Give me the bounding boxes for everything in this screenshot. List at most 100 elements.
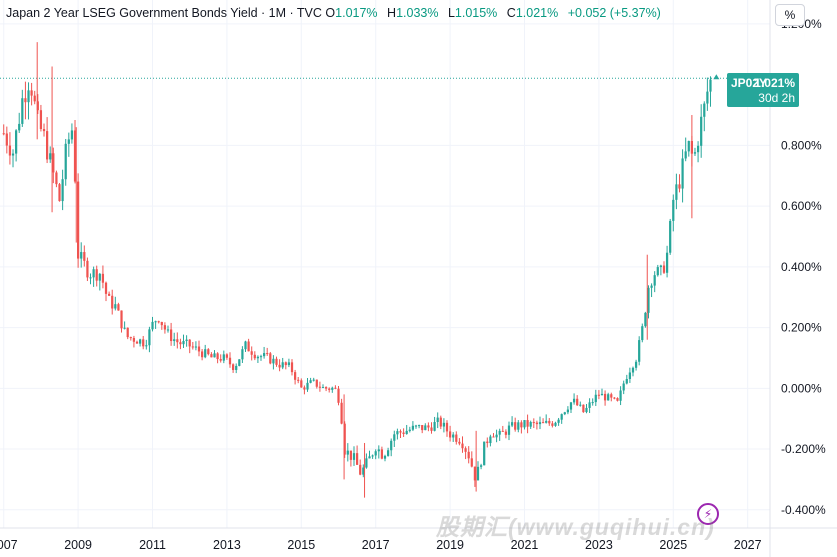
candle-body	[287, 362, 291, 366]
percent-unit-button[interactable]: %	[775, 4, 805, 26]
candle-body	[86, 260, 89, 278]
candle-body	[585, 407, 588, 413]
candle-body	[343, 423, 346, 455]
candle-body	[55, 172, 58, 185]
candle-body	[111, 295, 114, 309]
candle-body	[380, 449, 384, 459]
candle-body	[445, 422, 449, 432]
candle-body	[2, 133, 5, 135]
candle-body	[83, 252, 86, 261]
candle-body	[225, 354, 229, 358]
x-tick-label: 2027	[734, 538, 762, 552]
candle-body	[600, 393, 604, 396]
candle-body	[238, 359, 241, 366]
legend-low-label: L	[447, 6, 455, 20]
candle-body	[297, 379, 300, 381]
candle-body	[538, 422, 542, 425]
candle-body	[5, 133, 8, 146]
candle-body	[8, 145, 12, 156]
candle-body	[58, 184, 61, 202]
y-tick-label: 0.400%	[781, 260, 822, 274]
legend-open: 1.017%	[335, 6, 378, 20]
candle-body	[684, 151, 687, 159]
candle-body	[266, 353, 269, 355]
candle-body	[324, 387, 328, 389]
candle-body	[510, 422, 514, 426]
candle-body	[21, 98, 24, 124]
candle-body	[359, 464, 362, 475]
candle-body	[98, 273, 101, 281]
candle-body	[250, 351, 253, 355]
candle-body	[126, 327, 129, 338]
candle-body	[467, 451, 470, 459]
candle-body	[436, 417, 439, 422]
candle-body	[458, 441, 461, 444]
x-tick-label: 2007	[0, 538, 18, 552]
candle-body	[703, 103, 706, 117]
candle-body	[39, 110, 43, 130]
lightning-icon[interactable]: ⚡	[697, 503, 719, 525]
candle-body	[572, 398, 576, 403]
last-bar-marker-icon	[713, 74, 720, 80]
candle-body	[656, 267, 659, 276]
candle-body	[200, 351, 204, 358]
candle-body	[613, 397, 616, 399]
candle-body	[554, 422, 557, 426]
candle-body	[216, 353, 219, 360]
candle-body	[368, 456, 371, 459]
candle-body	[582, 404, 585, 413]
candle-body	[222, 354, 225, 361]
candle-body	[210, 354, 213, 358]
candle-body	[207, 349, 210, 355]
candle-body	[306, 382, 309, 390]
candle-body	[560, 414, 563, 420]
candle-body	[61, 179, 64, 202]
candle-body	[293, 372, 297, 380]
y-tick-label: -0.400%	[781, 503, 826, 517]
candle-body	[417, 425, 421, 427]
candle-body	[154, 321, 157, 323]
candle-body	[163, 325, 167, 330]
candle-body	[70, 130, 74, 140]
candle-body	[498, 430, 501, 435]
candle-body	[520, 422, 523, 428]
candle-body	[448, 431, 452, 438]
legend-title: Japan 2 Year LSEG Government Bonds Yield…	[6, 6, 322, 20]
candle-body	[405, 430, 408, 434]
candle-body	[591, 402, 594, 404]
candle-body	[272, 358, 275, 364]
candle-body	[244, 341, 247, 350]
candle-body	[104, 282, 108, 294]
candle-body	[541, 422, 545, 424]
y-tick-label: -0.200%	[781, 442, 826, 456]
candle-body	[253, 354, 256, 359]
x-tick-label: 2019	[436, 538, 464, 552]
candle-body	[123, 327, 126, 329]
candle-body	[151, 321, 154, 330]
candle-body	[281, 362, 284, 368]
candle-body	[95, 269, 98, 281]
candle-body	[532, 422, 535, 424]
candle-body	[504, 431, 508, 435]
candle-body	[36, 101, 39, 111]
legend-close: 1.021%	[515, 6, 559, 20]
candle-body	[563, 412, 566, 415]
x-tick-label: 2009	[64, 538, 92, 552]
candle-body	[334, 387, 337, 389]
candle-body	[204, 349, 207, 358]
candle-body	[442, 422, 446, 427]
candle-body	[117, 304, 120, 311]
candle-body	[644, 312, 647, 327]
candle-body	[365, 458, 368, 468]
candle-body	[393, 434, 396, 441]
candles-layer	[2, 42, 712, 498]
candle-body	[11, 153, 15, 156]
candle-body	[526, 420, 529, 427]
candle-body	[514, 422, 517, 430]
candle-body	[179, 342, 182, 345]
candle-body	[27, 90, 30, 103]
candle-body	[33, 95, 36, 102]
candle-body	[107, 293, 111, 296]
